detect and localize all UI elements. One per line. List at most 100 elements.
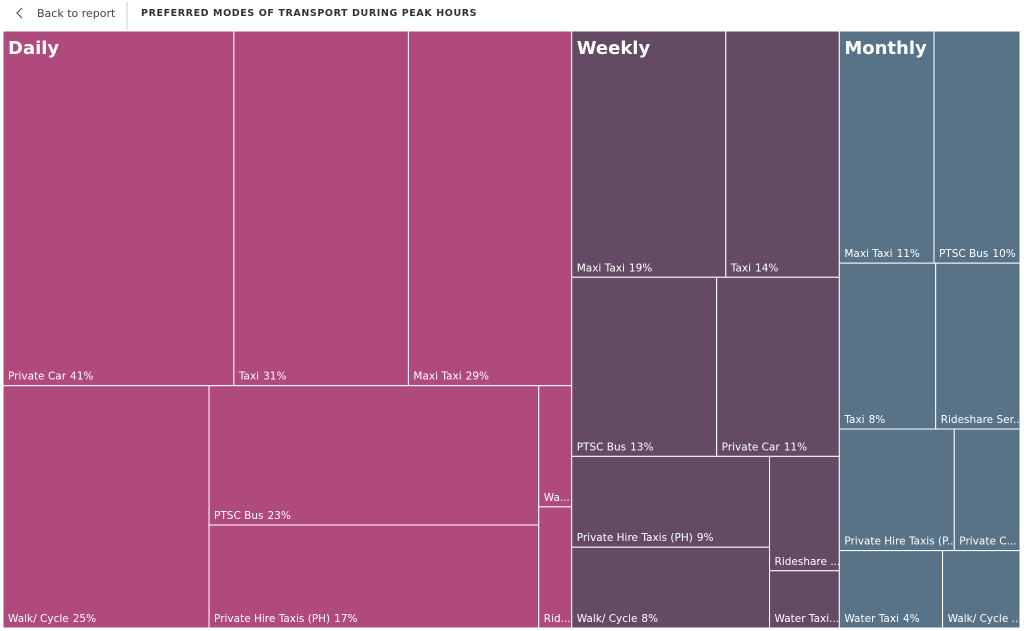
tile-value: 11%	[784, 441, 807, 453]
tile[interactable]	[571, 455, 771, 548]
tile-label: Private Hire Taxis (PH) 17%	[214, 613, 357, 625]
tile-label: Taxi 31%	[238, 371, 287, 383]
tile-name: Taxi	[238, 371, 259, 383]
tile[interactable]	[953, 428, 1021, 552]
tile-name: Private Car	[8, 371, 67, 383]
tile-name: Rideshare ...	[775, 556, 841, 568]
tile[interactable]	[571, 30, 727, 278]
tile-label: Taxi 14%	[730, 262, 779, 274]
tile-name: Water Taxi	[844, 613, 899, 625]
back-icon	[16, 7, 23, 19]
tile[interactable]	[2, 385, 210, 629]
back-label: Back to report	[37, 7, 116, 20]
tile-label: Wa...	[544, 492, 570, 504]
back-button[interactable]: Back to report	[16, 7, 116, 20]
tile[interactable]	[942, 550, 1021, 629]
tile-label: Taxi 8%	[843, 414, 885, 426]
tile-label: Private Car 41%	[8, 371, 93, 383]
tile-name: Walk/ Cycle	[8, 613, 69, 625]
tile-value: 29%	[466, 371, 489, 383]
tile-value: 10%	[992, 248, 1015, 260]
tile-label: Rideshare Ser...	[941, 414, 1023, 426]
tile-name: PTSC Bus	[214, 510, 263, 522]
tile-name: Rid...	[544, 613, 571, 625]
tile[interactable]	[838, 550, 944, 629]
tile-label: Private Hire Taxis (PH) 9%	[577, 532, 714, 544]
tile-label: Walk/ Cycle ...	[948, 613, 1022, 625]
group: Maxi Taxi 19% Taxi 14% PTSC Bus 13% Private Ca…	[571, 30, 841, 629]
tile[interactable]	[838, 30, 935, 264]
tile-name: Maxi Taxi	[844, 248, 892, 260]
tile-value: 8%	[641, 613, 658, 625]
tile-label: Walk/ Cycle 25%	[8, 613, 96, 625]
group: Private Car 41% Taxi 31% Maxi Taxi 29% Walk/ C…	[2, 30, 573, 629]
tile-label: Walk/ Cycle 8%	[577, 613, 658, 625]
tile-label: Maxi Taxi 19%	[577, 262, 653, 274]
tile-label: Maxi Taxi 29%	[413, 371, 489, 383]
group-name: Weekly	[577, 38, 651, 59]
tile-label: Private Car 11%	[722, 441, 807, 453]
tile-name: Taxi	[843, 414, 864, 426]
tile-value: 25%	[73, 613, 96, 625]
tile-name: Private Hire Taxis (PH)	[214, 613, 330, 625]
tile-name: PTSC Bus	[939, 248, 988, 260]
tile[interactable]	[407, 30, 573, 387]
tile-value: 17%	[334, 613, 357, 625]
group-name: Daily	[8, 38, 59, 59]
tile-label: Water Taxi 4%	[844, 613, 919, 625]
tile-name: Taxi	[730, 262, 751, 274]
tile-label: PTSC Bus 13%	[577, 441, 654, 453]
tile-value: 23%	[267, 510, 290, 522]
tile[interactable]	[716, 276, 840, 457]
group: Maxi Taxi 11% PTSC Bus 10% Taxi 8% Rideshare S…	[838, 30, 1023, 629]
tile[interactable]	[838, 262, 937, 430]
report-title: PREFERRED MODES OF TRANSPORT DURING PEAK…	[141, 8, 477, 19]
tile-name: Walk/ Cycle	[577, 613, 638, 625]
tile-label: Water Taxi...	[775, 613, 840, 625]
tile-label: PTSC Bus 23%	[214, 510, 291, 522]
tile[interactable]	[208, 524, 540, 629]
tile-name: Wa...	[544, 492, 570, 504]
tile[interactable]	[935, 262, 1021, 430]
tile-value: 4%	[903, 613, 920, 625]
tile[interactable]	[538, 506, 573, 629]
tile-label: Rid...	[544, 613, 571, 625]
tile-value: 19%	[629, 262, 652, 274]
tile[interactable]	[208, 385, 540, 526]
tile-value: 41%	[70, 371, 93, 383]
tile[interactable]	[838, 428, 955, 552]
tile[interactable]	[769, 455, 840, 572]
tile[interactable]	[769, 570, 840, 629]
tile-name: Maxi Taxi	[577, 262, 625, 274]
tile-label: Rideshare ...	[775, 556, 841, 568]
tile-name: Private Hire Taxis (PH)	[577, 532, 693, 544]
tile-name: PTSC Bus	[577, 441, 626, 453]
tile[interactable]	[571, 276, 718, 457]
tile-value: 13%	[630, 441, 653, 453]
tile[interactable]	[571, 546, 771, 629]
tile-value: 11%	[897, 248, 920, 260]
tile-name: Private Car	[722, 441, 781, 453]
group-name: Monthly	[844, 38, 927, 59]
tile-name: Private Hire Taxis (P...	[844, 536, 957, 548]
tile-label: Private C...	[959, 536, 1016, 548]
tile-name: Water Taxi...	[775, 613, 840, 625]
tile-name: Maxi Taxi	[413, 371, 461, 383]
tile-label: Maxi Taxi 11%	[844, 248, 920, 260]
tile[interactable]	[2, 30, 235, 387]
tile-name: Walk/ Cycle ...	[948, 613, 1022, 625]
tile-value: 8%	[869, 414, 886, 426]
tile-value: 9%	[697, 532, 714, 544]
tile-label: Private Hire Taxis (P...	[844, 536, 957, 548]
tile[interactable]	[725, 30, 840, 278]
tile-name: Private C...	[959, 536, 1016, 548]
tile-value: 31%	[263, 371, 286, 383]
tile-name: Rideshare Ser...	[941, 414, 1023, 426]
tile[interactable]	[933, 30, 1021, 264]
tile[interactable]	[233, 30, 409, 387]
tile-value: 14%	[755, 262, 778, 274]
tile[interactable]	[538, 385, 573, 508]
tile-label: PTSC Bus 10%	[939, 248, 1016, 260]
treemap: Private Car 41% Taxi 31% Maxi Taxi 29%Walk/ C…	[2, 30, 1023, 629]
